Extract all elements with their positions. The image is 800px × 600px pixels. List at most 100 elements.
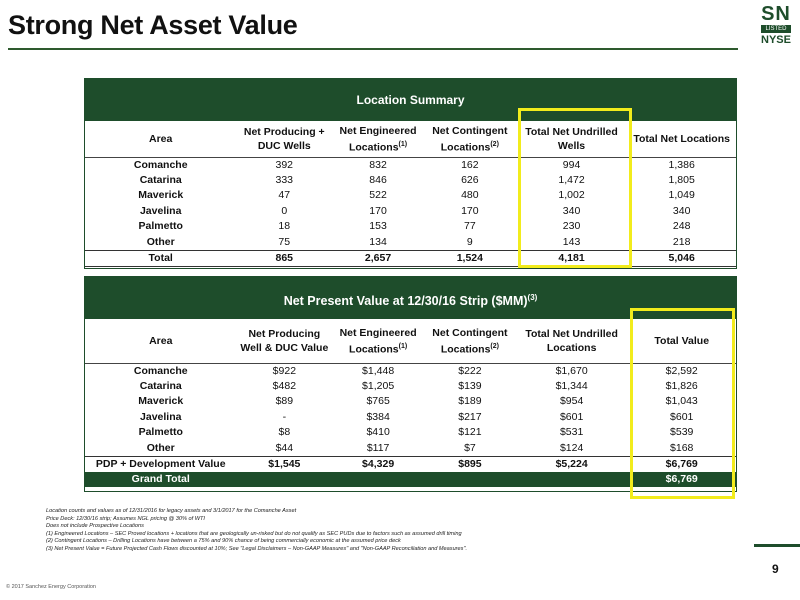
- cell-area: Javelina: [139, 204, 182, 217]
- cell-producing: 392: [275, 158, 294, 171]
- footnote-line: Does not include Prospective Locations: [46, 523, 144, 530]
- cell-engineered: [332, 471, 425, 487]
- cell-contingent: $895: [424, 455, 516, 472]
- npv-title: Net Present Value at 12/30/16 Strip ($MM…: [85, 277, 736, 319]
- location-summary-title: Location Summary: [85, 79, 736, 121]
- col-header-total: Total Net Locations: [627, 121, 736, 158]
- cell-total: 5,046: [627, 249, 736, 267]
- grand-total-row: Grand Total $6,769: [85, 471, 736, 487]
- cell-contingent: $139: [458, 379, 482, 392]
- footnotes: Location counts and values as of 12/31/2…: [46, 508, 686, 554]
- cell-area: Javelina: [140, 410, 182, 423]
- logo-sn-text: SN: [761, 3, 791, 25]
- cell-producing: 18: [278, 220, 291, 233]
- cell-undrilled: 4,181: [515, 249, 628, 267]
- cell-undrilled: $531: [559, 426, 584, 439]
- cell-area: Other: [146, 235, 175, 248]
- npv-panel: Net Present Value at 12/30/16 Strip ($MM…: [84, 276, 737, 492]
- table-row: Catarina 333 846 626 1,472 1,805: [85, 173, 736, 189]
- footnote-line: Price Deck: 12/30/16 strip; Assumes NGL …: [46, 515, 205, 522]
- cell-area: Catarina: [139, 173, 182, 186]
- logo-nyse-text: NYSE: [761, 34, 791, 46]
- cell-contingent: 626: [461, 173, 479, 186]
- cell-contingent: $189: [458, 395, 482, 408]
- cell-engineered: 170: [369, 204, 387, 217]
- cell-area: Comanche: [133, 158, 188, 171]
- col-header-net-producing: Net Producing Well & DUC Value: [236, 319, 333, 364]
- cell-producing: 333: [275, 173, 294, 186]
- cell-engineered: $117: [366, 441, 390, 454]
- col-header-undrilled: Total Net Undrilled Locations: [515, 319, 628, 364]
- pdp-development-row: PDP + Development Value $1,545 $4,329 $8…: [85, 455, 736, 472]
- copyright-text: © 2017 Sanchez Energy Corporation: [6, 584, 96, 590]
- cell-undrilled: 1,002: [558, 189, 585, 202]
- page-number: 9: [772, 562, 779, 576]
- col-header-area: Area: [85, 121, 237, 158]
- cell-total: 340: [672, 204, 691, 217]
- cell-producing: 47: [278, 189, 291, 202]
- col-header-net-engineered: Net Engineered Locations(1): [332, 121, 424, 158]
- table-row: Other $44 $117 $7 $124 $168: [85, 441, 736, 457]
- cell-contingent: $222: [458, 364, 482, 377]
- cell-total: 1,805: [668, 173, 695, 186]
- cell-engineered: $4,329: [332, 455, 425, 472]
- table-header-row: Area Net Producing Well & DUC Value Net …: [85, 319, 736, 364]
- cell-producing: $89: [275, 395, 294, 408]
- table-row: Javelina - $384 $217 $601 $601: [85, 410, 736, 426]
- col-header-total: Total Value: [627, 319, 736, 364]
- cell-undrilled: [515, 471, 628, 487]
- cell-undrilled: 143: [562, 235, 581, 248]
- cell-undrilled: $124: [559, 441, 584, 454]
- cell-producing: $482: [272, 379, 297, 392]
- table-row: Comanche 392 832 162 994 1,386: [85, 157, 736, 173]
- cell-area: Comanche: [133, 364, 188, 377]
- cell-producing: -: [282, 410, 287, 423]
- cell-engineered: $1,448: [362, 364, 395, 377]
- table-header-row: Area Net Producing + DUC Wells Net Engin…: [85, 121, 736, 158]
- npv-table: Area Net Producing Well & DUC Value Net …: [85, 319, 736, 487]
- cell-contingent: [424, 471, 516, 487]
- cell-engineered: 2,657: [332, 249, 424, 267]
- col-header-net-producing: Net Producing + DUC Wells: [236, 121, 333, 158]
- table-row: Maverick 47 522 480 1,002 1,049: [85, 188, 736, 204]
- footer-accent-bar: [754, 544, 800, 547]
- cell-undrilled: $1,670: [555, 364, 588, 377]
- cell-engineered: 522: [369, 189, 387, 202]
- footnote-line: Location counts and values as of 12/31/2…: [46, 508, 297, 514]
- footnote-line: (2) Contingent Locations – Drilling Loca…: [46, 538, 401, 545]
- cell-engineered: 134: [369, 235, 387, 248]
- cell-area: Maverick: [138, 189, 184, 202]
- cell-contingent: $7: [464, 441, 476, 454]
- cell-area: Maverick: [138, 395, 184, 408]
- col-header-net-contingent: Net Contingent Locations(2): [424, 319, 516, 364]
- cell-total: 1,049: [668, 189, 695, 202]
- cell-undrilled: $5,224: [515, 455, 628, 472]
- cell-total: 218: [672, 235, 691, 248]
- cell-contingent: 170: [461, 204, 479, 217]
- undrilled-highlight-box: [518, 108, 632, 268]
- cell-total: $6,769: [627, 455, 736, 472]
- location-summary-panel: Location Summary Area Net Producing + DU…: [84, 78, 737, 269]
- cell-engineered: $384: [366, 410, 390, 423]
- cell-area: PDP + Development Value: [85, 455, 237, 472]
- cell-undrilled: 1,472: [558, 173, 585, 186]
- cell-engineered: $1,205: [362, 379, 395, 392]
- col-header-area: Area: [85, 319, 237, 364]
- cell-undrilled: 340: [562, 204, 581, 217]
- cell-producing: $44: [275, 441, 294, 454]
- cell-area: Catarina: [139, 379, 182, 392]
- table-row: Comanche $922 $1,448 $222 $1,670 $2,592: [85, 363, 736, 379]
- table-row: Palmetto $8 $410 $121 $531 $539: [85, 425, 736, 441]
- cell-total: $168: [670, 441, 694, 454]
- footnote-line: (3) Net Present Value = Future Projected…: [46, 545, 467, 552]
- cell-contingent: 9: [466, 235, 473, 248]
- cell-area: Palmetto: [138, 220, 183, 233]
- logo-listed-text: LISTED: [761, 25, 791, 33]
- cell-area: Other: [146, 441, 175, 454]
- cell-area: Total: [85, 249, 237, 267]
- cell-total: 1,386: [668, 158, 695, 171]
- cell-engineered: 832: [369, 158, 387, 171]
- cell-engineered: $765: [366, 395, 390, 408]
- cell-contingent: 162: [461, 158, 479, 171]
- table-row: Maverick $89 $765 $189 $954 $1,043: [85, 394, 736, 410]
